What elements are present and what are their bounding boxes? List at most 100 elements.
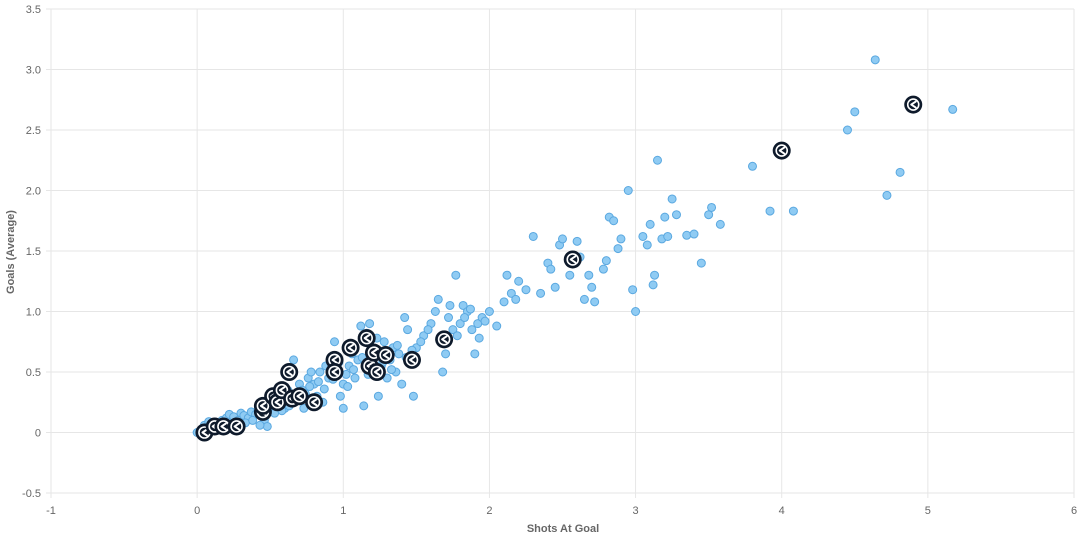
- data-point[interactable]: [335, 391, 345, 401]
- data-point[interactable]: [343, 382, 353, 392]
- data-point[interactable]: [474, 333, 484, 343]
- highlighted-data-point[interactable]: [376, 346, 395, 365]
- highlighted-data-point[interactable]: [305, 393, 324, 412]
- data-point[interactable]: [546, 264, 556, 274]
- data-point[interactable]: [379, 337, 389, 347]
- data-point[interactable]: [319, 384, 329, 394]
- highlighted-data-point[interactable]: [341, 338, 360, 357]
- data-point[interactable]: [765, 206, 775, 216]
- data-point[interactable]: [305, 382, 315, 392]
- data-point[interactable]: [313, 377, 323, 387]
- data-point[interactable]: [289, 355, 299, 365]
- data-point[interactable]: [387, 365, 397, 375]
- data-point[interactable]: [601, 256, 611, 266]
- data-point[interactable]: [330, 337, 340, 347]
- data-point[interactable]: [438, 367, 448, 377]
- data-point[interactable]: [707, 202, 717, 212]
- data-point[interactable]: [648, 280, 658, 290]
- data-point[interactable]: [689, 229, 699, 239]
- data-point[interactable]: [521, 285, 531, 295]
- data-point[interactable]: [445, 300, 455, 310]
- data-point[interactable]: [609, 216, 619, 226]
- data-point[interactable]: [356, 321, 366, 331]
- data-point[interactable]: [850, 107, 860, 117]
- highlighted-data-point[interactable]: [227, 417, 246, 436]
- highlighted-data-point[interactable]: [563, 250, 582, 269]
- data-point[interactable]: [842, 125, 852, 135]
- data-point[interactable]: [392, 340, 402, 350]
- data-point[interactable]: [465, 304, 475, 314]
- data-point[interactable]: [350, 373, 360, 383]
- data-point[interactable]: [565, 270, 575, 280]
- data-point[interactable]: [394, 349, 404, 359]
- highlighted-data-point[interactable]: [280, 363, 299, 381]
- data-point[interactable]: [663, 231, 673, 241]
- data-point[interactable]: [536, 288, 546, 298]
- highlighted-data-point[interactable]: [367, 363, 386, 381]
- data-point[interactable]: [667, 194, 677, 204]
- data-point[interactable]: [444, 313, 454, 323]
- data-point[interactable]: [572, 236, 582, 246]
- data-point[interactable]: [430, 307, 440, 316]
- data-point[interactable]: [650, 270, 660, 280]
- data-point[interactable]: [598, 264, 608, 274]
- highlighted-data-point[interactable]: [772, 141, 791, 160]
- data-point[interactable]: [682, 230, 692, 240]
- data-point[interactable]: [584, 270, 594, 280]
- highlighted-data-point[interactable]: [435, 330, 454, 349]
- data-point[interactable]: [408, 391, 418, 401]
- data-point[interactable]: [715, 219, 725, 229]
- data-point[interactable]: [349, 365, 359, 375]
- data-point[interactable]: [870, 55, 880, 65]
- data-point[interactable]: [315, 367, 325, 377]
- data-point[interactable]: [550, 282, 560, 292]
- data-point[interactable]: [480, 316, 490, 326]
- data-point[interactable]: [400, 313, 410, 323]
- data-point[interactable]: [452, 331, 462, 341]
- data-point[interactable]: [338, 403, 348, 413]
- data-point[interactable]: [948, 104, 958, 114]
- data-point[interactable]: [579, 294, 589, 304]
- data-point[interactable]: [652, 155, 662, 165]
- data-point[interactable]: [616, 234, 626, 244]
- data-point[interactable]: [451, 270, 461, 280]
- data-point[interactable]: [455, 319, 465, 329]
- data-point[interactable]: [895, 167, 905, 177]
- data-point[interactable]: [514, 276, 524, 286]
- data-point[interactable]: [528, 231, 538, 241]
- data-point[interactable]: [470, 349, 480, 359]
- data-point[interactable]: [590, 297, 600, 307]
- data-point[interactable]: [397, 379, 407, 389]
- data-point[interactable]: [433, 294, 443, 304]
- data-point[interactable]: [492, 321, 502, 331]
- data-point[interactable]: [638, 231, 648, 241]
- data-point[interactable]: [506, 288, 516, 298]
- data-point[interactable]: [502, 270, 512, 280]
- data-point[interactable]: [458, 300, 468, 310]
- data-point[interactable]: [671, 210, 681, 220]
- data-point[interactable]: [484, 307, 494, 316]
- highlighted-data-point[interactable]: [214, 417, 233, 436]
- highlighted-data-point[interactable]: [904, 95, 923, 114]
- data-point[interactable]: [416, 337, 426, 347]
- highlighted-data-point[interactable]: [290, 387, 309, 406]
- highlighted-data-point[interactable]: [325, 363, 344, 381]
- data-point[interactable]: [631, 307, 641, 316]
- data-point[interactable]: [423, 325, 433, 335]
- data-point[interactable]: [747, 161, 757, 171]
- data-point[interactable]: [660, 212, 670, 222]
- data-point[interactable]: [558, 234, 567, 244]
- data-point[interactable]: [511, 294, 521, 304]
- highlighted-data-point[interactable]: [402, 350, 421, 369]
- data-point[interactable]: [623, 186, 633, 195]
- data-point[interactable]: [788, 206, 798, 216]
- data-point[interactable]: [467, 325, 477, 335]
- data-point[interactable]: [255, 420, 265, 430]
- data-point[interactable]: [882, 190, 892, 200]
- data-point[interactable]: [373, 391, 383, 401]
- data-point[interactable]: [262, 421, 272, 431]
- data-point[interactable]: [499, 297, 509, 307]
- data-point[interactable]: [696, 258, 706, 268]
- data-point[interactable]: [645, 219, 655, 229]
- data-point[interactable]: [359, 401, 369, 411]
